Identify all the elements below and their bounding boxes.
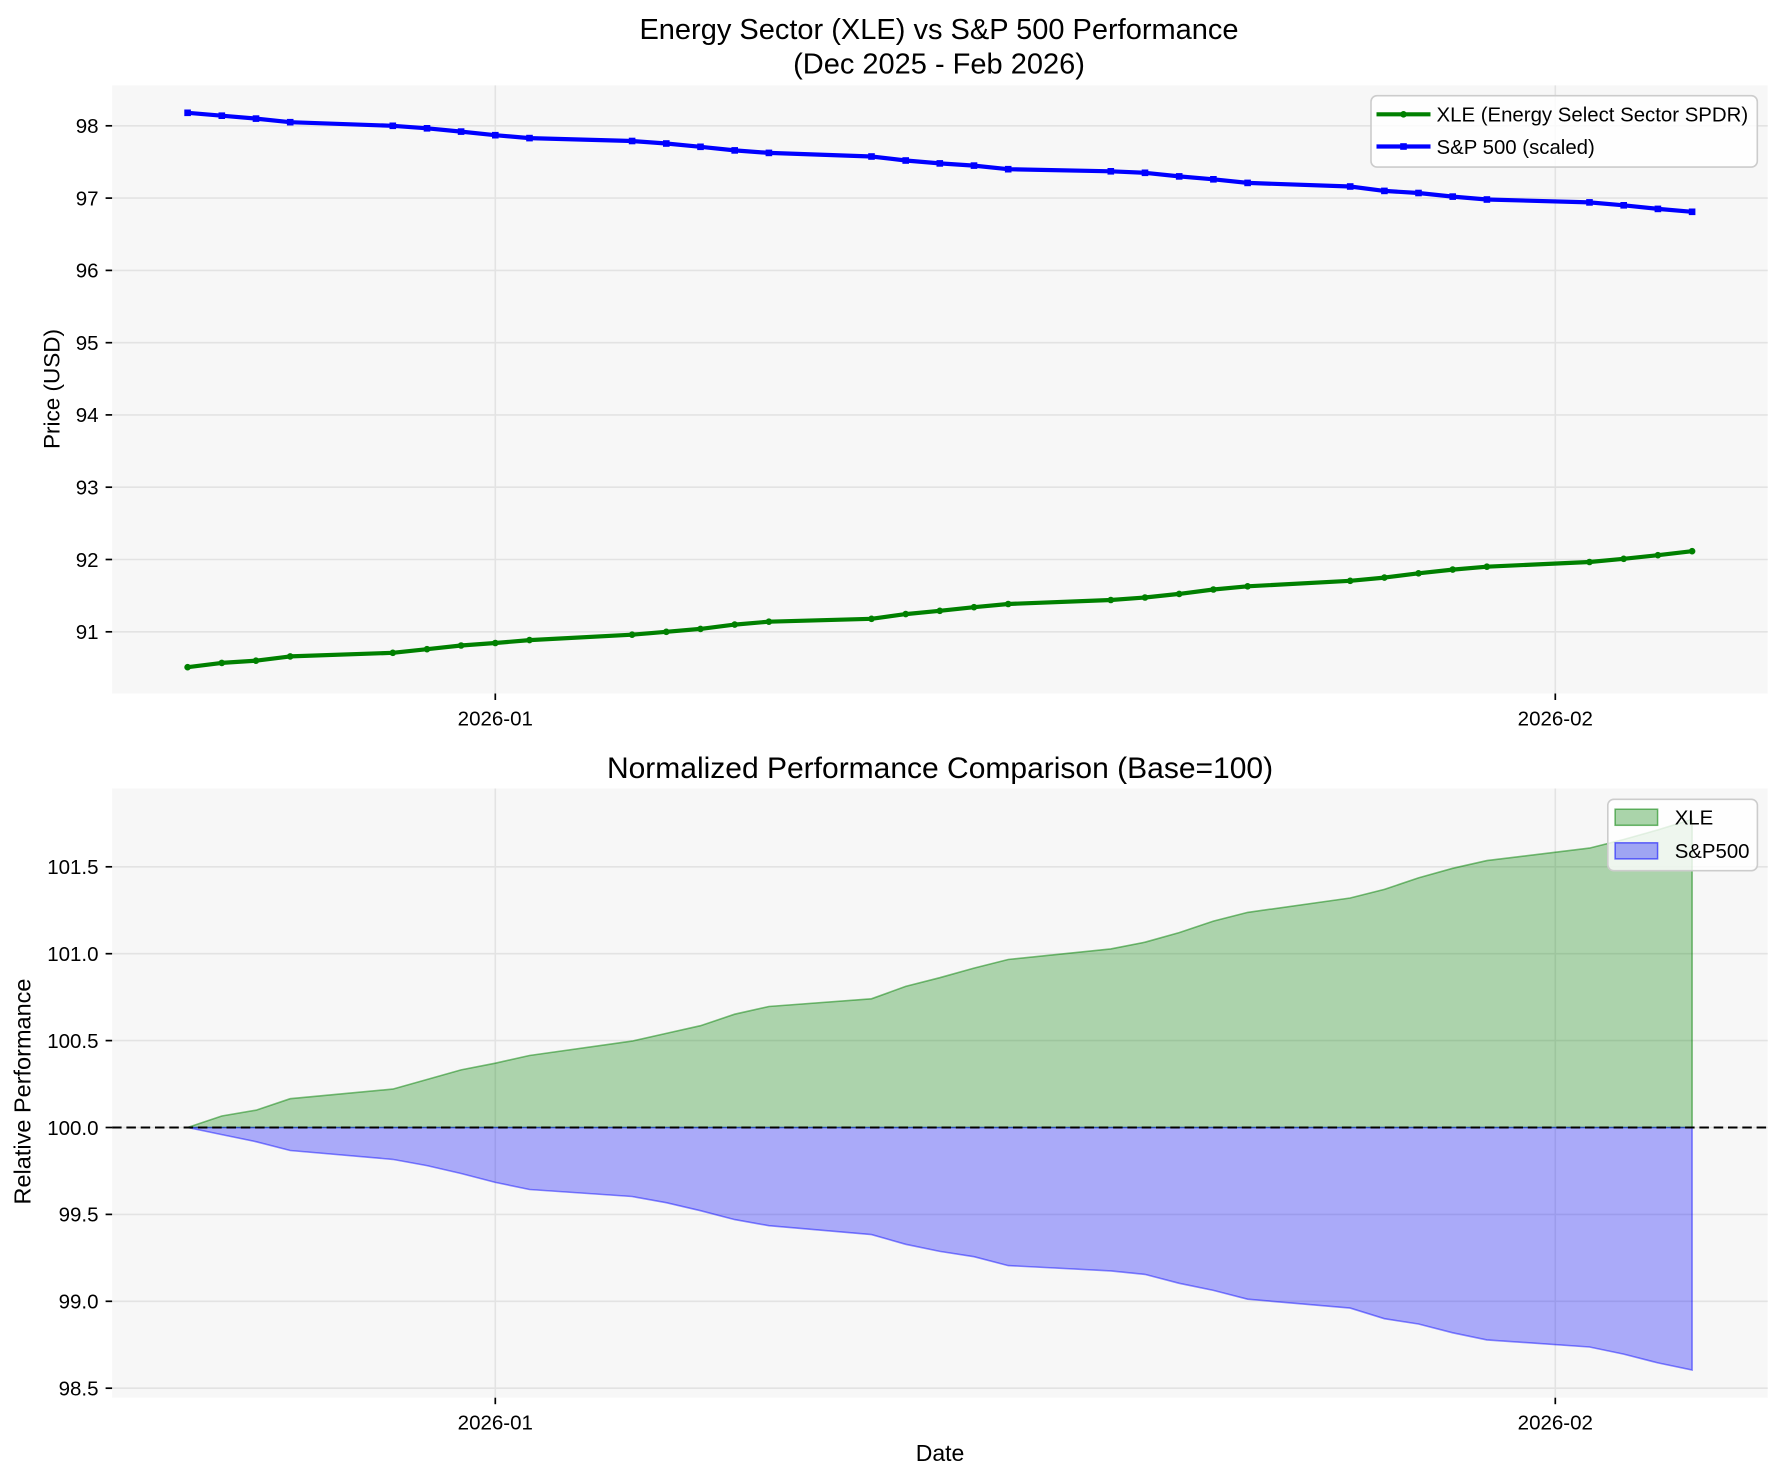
svg-text:100.0: 100.0 (47, 1117, 98, 1140)
svg-text:95: 95 (76, 332, 99, 355)
svg-text:92: 92 (76, 549, 99, 572)
svg-text:2026-01: 2026-01 (458, 708, 533, 731)
svg-text:XLE: XLE (1675, 808, 1714, 830)
svg-text:100.5: 100.5 (47, 1030, 98, 1053)
svg-text:XLE (Energy Select Sector SPDR: XLE (Energy Select Sector SPDR) (1437, 105, 1749, 127)
svg-text:S&P 500 (scaled): S&P 500 (scaled) (1437, 137, 1595, 159)
svg-text:Energy Sector (XLE) vs S&P 500: Energy Sector (XLE) vs S&P 500 Performan… (639, 14, 1238, 46)
svg-text:Price (USD): Price (USD) (40, 329, 65, 449)
svg-text:Date: Date (916, 1440, 965, 1466)
svg-text:99.5: 99.5 (59, 1204, 99, 1227)
svg-text:98.5: 98.5 (59, 1378, 99, 1401)
svg-text:Normalized Performance Compari: Normalized Performance Comparison (Base=… (607, 752, 1273, 785)
svg-text:96: 96 (76, 260, 99, 283)
svg-text:97: 97 (76, 187, 99, 210)
svg-text:98: 98 (76, 115, 99, 138)
svg-text:101.5: 101.5 (47, 856, 98, 879)
svg-text:(Dec 2025 - Feb 2026): (Dec 2025 - Feb 2026) (793, 48, 1085, 80)
svg-text:Relative Performance: Relative Performance (10, 979, 36, 1205)
svg-text:2026-02: 2026-02 (1518, 1412, 1593, 1435)
svg-text:101.0: 101.0 (47, 943, 98, 966)
svg-text:S&P500: S&P500 (1675, 841, 1750, 863)
svg-text:2026-02: 2026-02 (1518, 708, 1593, 731)
svg-text:2026-01: 2026-01 (458, 1412, 533, 1435)
svg-text:94: 94 (76, 404, 99, 427)
svg-text:99.0: 99.0 (59, 1291, 99, 1314)
svg-text:91: 91 (76, 621, 99, 644)
svg-text:93: 93 (76, 477, 99, 500)
